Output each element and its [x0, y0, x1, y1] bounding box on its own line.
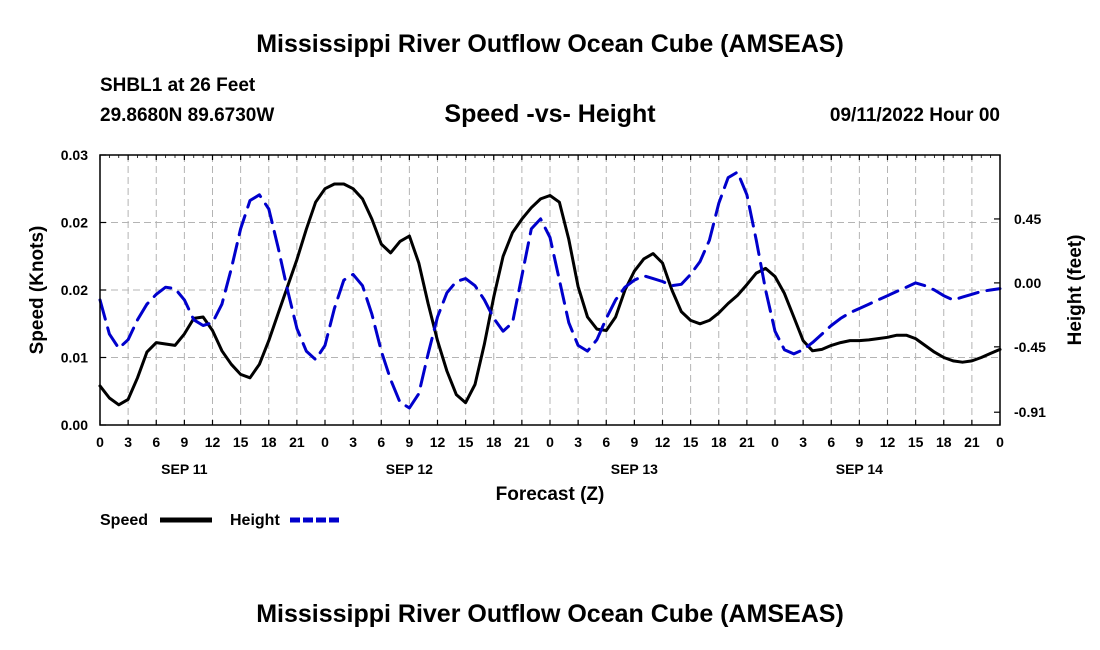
y-tick-label: 0.01 — [61, 350, 88, 366]
x-tick-label: 18 — [486, 434, 502, 450]
series-line-speed — [98, 182, 1002, 407]
x-tick-label: 12 — [880, 434, 896, 450]
x-tick-label: 0 — [996, 434, 1004, 450]
x-axis-label: Forecast (Z) — [496, 484, 605, 505]
x-tick-label: 6 — [602, 434, 610, 450]
x-tick-label: 3 — [124, 434, 132, 450]
x-tick-label: 3 — [349, 434, 357, 450]
x-tick-label: 15 — [458, 434, 474, 450]
x-tick-label: 12 — [205, 434, 221, 450]
x-tick-label: 15 — [683, 434, 699, 450]
y2-tick-label: -0.45 — [1014, 339, 1046, 355]
coordinates-label: 29.8680N 89.6730W — [100, 105, 275, 126]
footer-title: Mississippi River Outflow Ocean Cube (AM… — [256, 600, 844, 628]
y-axis-label: Speed (Knots) — [27, 226, 48, 355]
legend: Speed Height — [100, 512, 342, 529]
date-label: SEP 14 — [836, 461, 883, 477]
x-tick-label: 9 — [630, 434, 638, 450]
x-tick-label: 9 — [405, 434, 413, 450]
y-tick-label: 0.03 — [61, 147, 88, 163]
series-layer — [98, 170, 1002, 410]
x-tick-label: 18 — [711, 434, 727, 450]
x-tick-label: 18 — [261, 434, 277, 450]
x-tick-label: 18 — [936, 434, 952, 450]
legend-label-height: Height — [230, 512, 280, 529]
x-tick-label: 0 — [546, 434, 554, 450]
date-label: SEP 12 — [386, 461, 433, 477]
x-tick-label: 21 — [739, 434, 755, 450]
x-tick-label: 6 — [152, 434, 160, 450]
grid — [100, 155, 1000, 425]
x-tick-label: 3 — [799, 434, 807, 450]
x-tick-label: 21 — [514, 434, 530, 450]
station-label: SHBL1 at 26 Feet — [100, 75, 256, 96]
y2-axis-label: Height (feet) — [1065, 235, 1086, 346]
x-tick-label: 0 — [321, 434, 329, 450]
y-tick-label: 0.00 — [61, 417, 88, 433]
x-tick-label: 3 — [574, 434, 582, 450]
legend-label-speed: Speed — [100, 512, 148, 529]
x-tick-label: 0 — [771, 434, 779, 450]
x-tick-label: 6 — [377, 434, 385, 450]
x-tick-label: 0 — [96, 434, 104, 450]
y2-tick-label: -0.91 — [1014, 404, 1046, 420]
date-label: SEP 11 — [161, 461, 208, 477]
series-line-height — [98, 170, 1002, 410]
forecast-datetime: 09/11/2022 Hour 00 — [829, 105, 1000, 126]
x-tick-label: 15 — [233, 434, 249, 450]
y-tick-label: 0.02 — [61, 215, 88, 231]
y-tick-label: 0.02 — [61, 282, 88, 298]
x-tick-label: 21 — [289, 434, 305, 450]
x-tick-label: 12 — [655, 434, 671, 450]
date-label: SEP 13 — [611, 461, 658, 477]
x-tick-label: 9 — [855, 434, 863, 450]
x-tick-label: 21 — [964, 434, 980, 450]
y2-tick-label: 0.00 — [1014, 275, 1041, 291]
x-tick-label: 9 — [180, 434, 188, 450]
y2-tick-label: 0.45 — [1014, 211, 1041, 227]
chart-subtitle: Speed -vs- Height — [444, 100, 656, 128]
x-tick-label: 15 — [908, 434, 924, 450]
x-tick-label: 12 — [430, 434, 446, 450]
chart-title: Mississippi River Outflow Ocean Cube (AM… — [256, 30, 844, 58]
x-tick-label: 6 — [827, 434, 835, 450]
axes: 0 3 6 9 12 15 18 21 0 3 6 9 12 15 18 21 0 3 6 9 12 15 18 21 0 3 6 9… — [61, 147, 1046, 477]
